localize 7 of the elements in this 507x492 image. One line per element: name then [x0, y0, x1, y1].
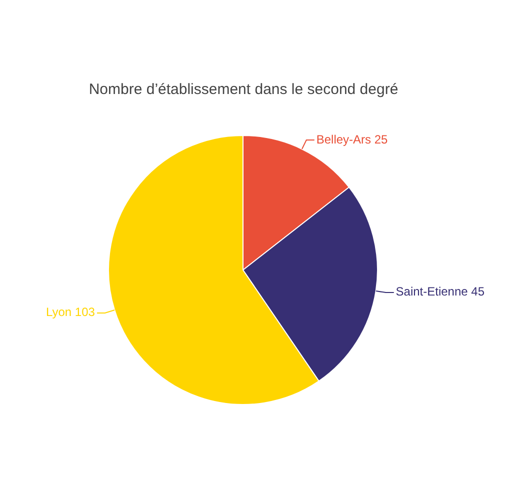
- data-label: 45: [471, 284, 485, 299]
- slice-label: Saint-Etienne: [396, 284, 468, 299]
- data-label: 103: [74, 304, 96, 319]
- data-label: 25: [374, 132, 388, 146]
- slice-label: Lyon: [46, 304, 72, 319]
- chart-title: Nombre d’établissement dans le second degré: [88, 81, 398, 98]
- slice-label: Belley-Ars: [316, 132, 372, 146]
